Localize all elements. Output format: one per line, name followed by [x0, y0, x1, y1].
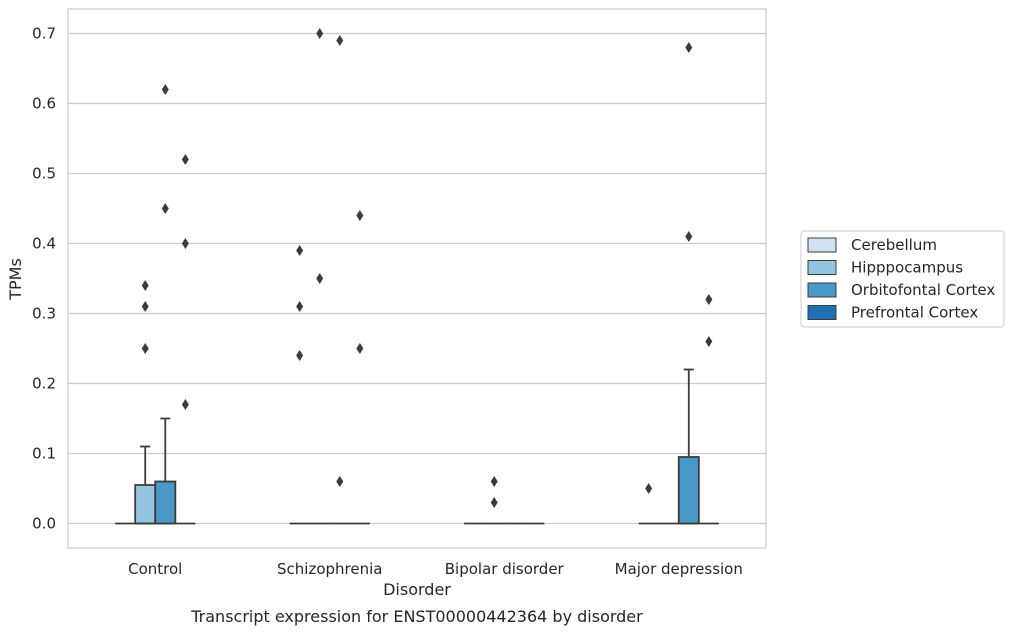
legend-label: Orbitofontal Cortex: [851, 281, 995, 299]
legend-item: Cerebellum: [807, 236, 937, 254]
outlier-marker: [296, 301, 304, 312]
box-body: [677, 456, 700, 525]
outlier-points: [141, 28, 713, 508]
box-hipppocampus: [134, 445, 157, 525]
outlier-marker: [296, 350, 304, 361]
x-tick-label: Bipolar disorder: [445, 560, 565, 578]
x-tick-label: Control: [128, 560, 182, 578]
y-tick-label: 0.2: [32, 375, 56, 393]
chart-caption: Transcript expression for ENST0000044236…: [190, 607, 643, 626]
legend-label: Cerebellum: [851, 236, 937, 254]
legend-frame: [800, 230, 1005, 328]
outlier-marker: [705, 336, 713, 347]
outlier-marker: [181, 238, 189, 249]
outlier-marker: [181, 399, 189, 410]
legend-item: Hipppocampus: [807, 259, 963, 277]
outlier-marker: [141, 280, 149, 291]
plot-frame: [67, 8, 767, 549]
y-tick-label: 0.0: [32, 515, 56, 533]
y-tick-label: 0.6: [32, 95, 56, 113]
y-tick-label: 0.5: [32, 165, 56, 183]
y-axis-label: TPMs: [6, 258, 25, 301]
legend: Cerebellum Hipppocampus Orbitofontal Corte…: [800, 230, 1005, 328]
x-axis-label: Disorder: [383, 580, 451, 599]
box-orbitofontal-cortex: [154, 417, 177, 525]
outlier-marker: [356, 210, 364, 221]
legend-item: Prefrontal Cortex: [807, 304, 978, 322]
x-tick-label: Major depression: [615, 560, 743, 578]
box-body: [134, 484, 157, 525]
grid-lines: [68, 32, 766, 525]
outlier-marker: [161, 84, 169, 95]
legend-swatch: [807, 260, 837, 275]
outlier-marker: [490, 476, 498, 487]
outlier-marker: [356, 343, 364, 354]
outlier-marker: [296, 245, 304, 256]
legend-swatch: [807, 305, 837, 320]
y-tick-label: 0.3: [32, 305, 56, 323]
legend-label: Prefrontal Cortex: [851, 304, 978, 322]
outlier-marker: [316, 273, 324, 284]
legend-swatch: [807, 282, 837, 298]
outlier-marker: [161, 203, 169, 214]
outlier-marker: [645, 483, 653, 494]
legend-item: Orbitofontal Cortex: [807, 281, 995, 299]
outlier-marker: [141, 301, 149, 312]
legend-swatch: [807, 237, 837, 253]
outlier-marker: [316, 28, 324, 39]
legend-label: Hipppocampus: [851, 259, 963, 277]
outlier-marker: [336, 35, 344, 46]
box-orbitofontal-cortex: [677, 368, 700, 525]
outlier-marker: [490, 497, 498, 508]
outlier-marker: [181, 154, 189, 165]
outlier-marker: [685, 231, 693, 242]
y-tick-label: 0.7: [32, 25, 56, 43]
y-tick-label: 0.1: [32, 445, 56, 463]
box-body: [154, 480, 177, 525]
box-layer: [115, 368, 719, 525]
outlier-marker: [141, 343, 149, 354]
y-axis-ticks: 0.0 0.1 0.2 0.3 0.4 0.5 0.6 0.7: [32, 25, 56, 533]
x-axis-ticks: Control Schizophrenia Bipolar disorder Majo…: [128, 560, 743, 578]
outlier-marker: [705, 294, 713, 305]
outlier-marker: [336, 476, 344, 487]
outlier-marker: [685, 42, 693, 53]
x-tick-label: Schizophrenia: [277, 560, 382, 578]
y-tick-label: 0.4: [32, 235, 56, 253]
